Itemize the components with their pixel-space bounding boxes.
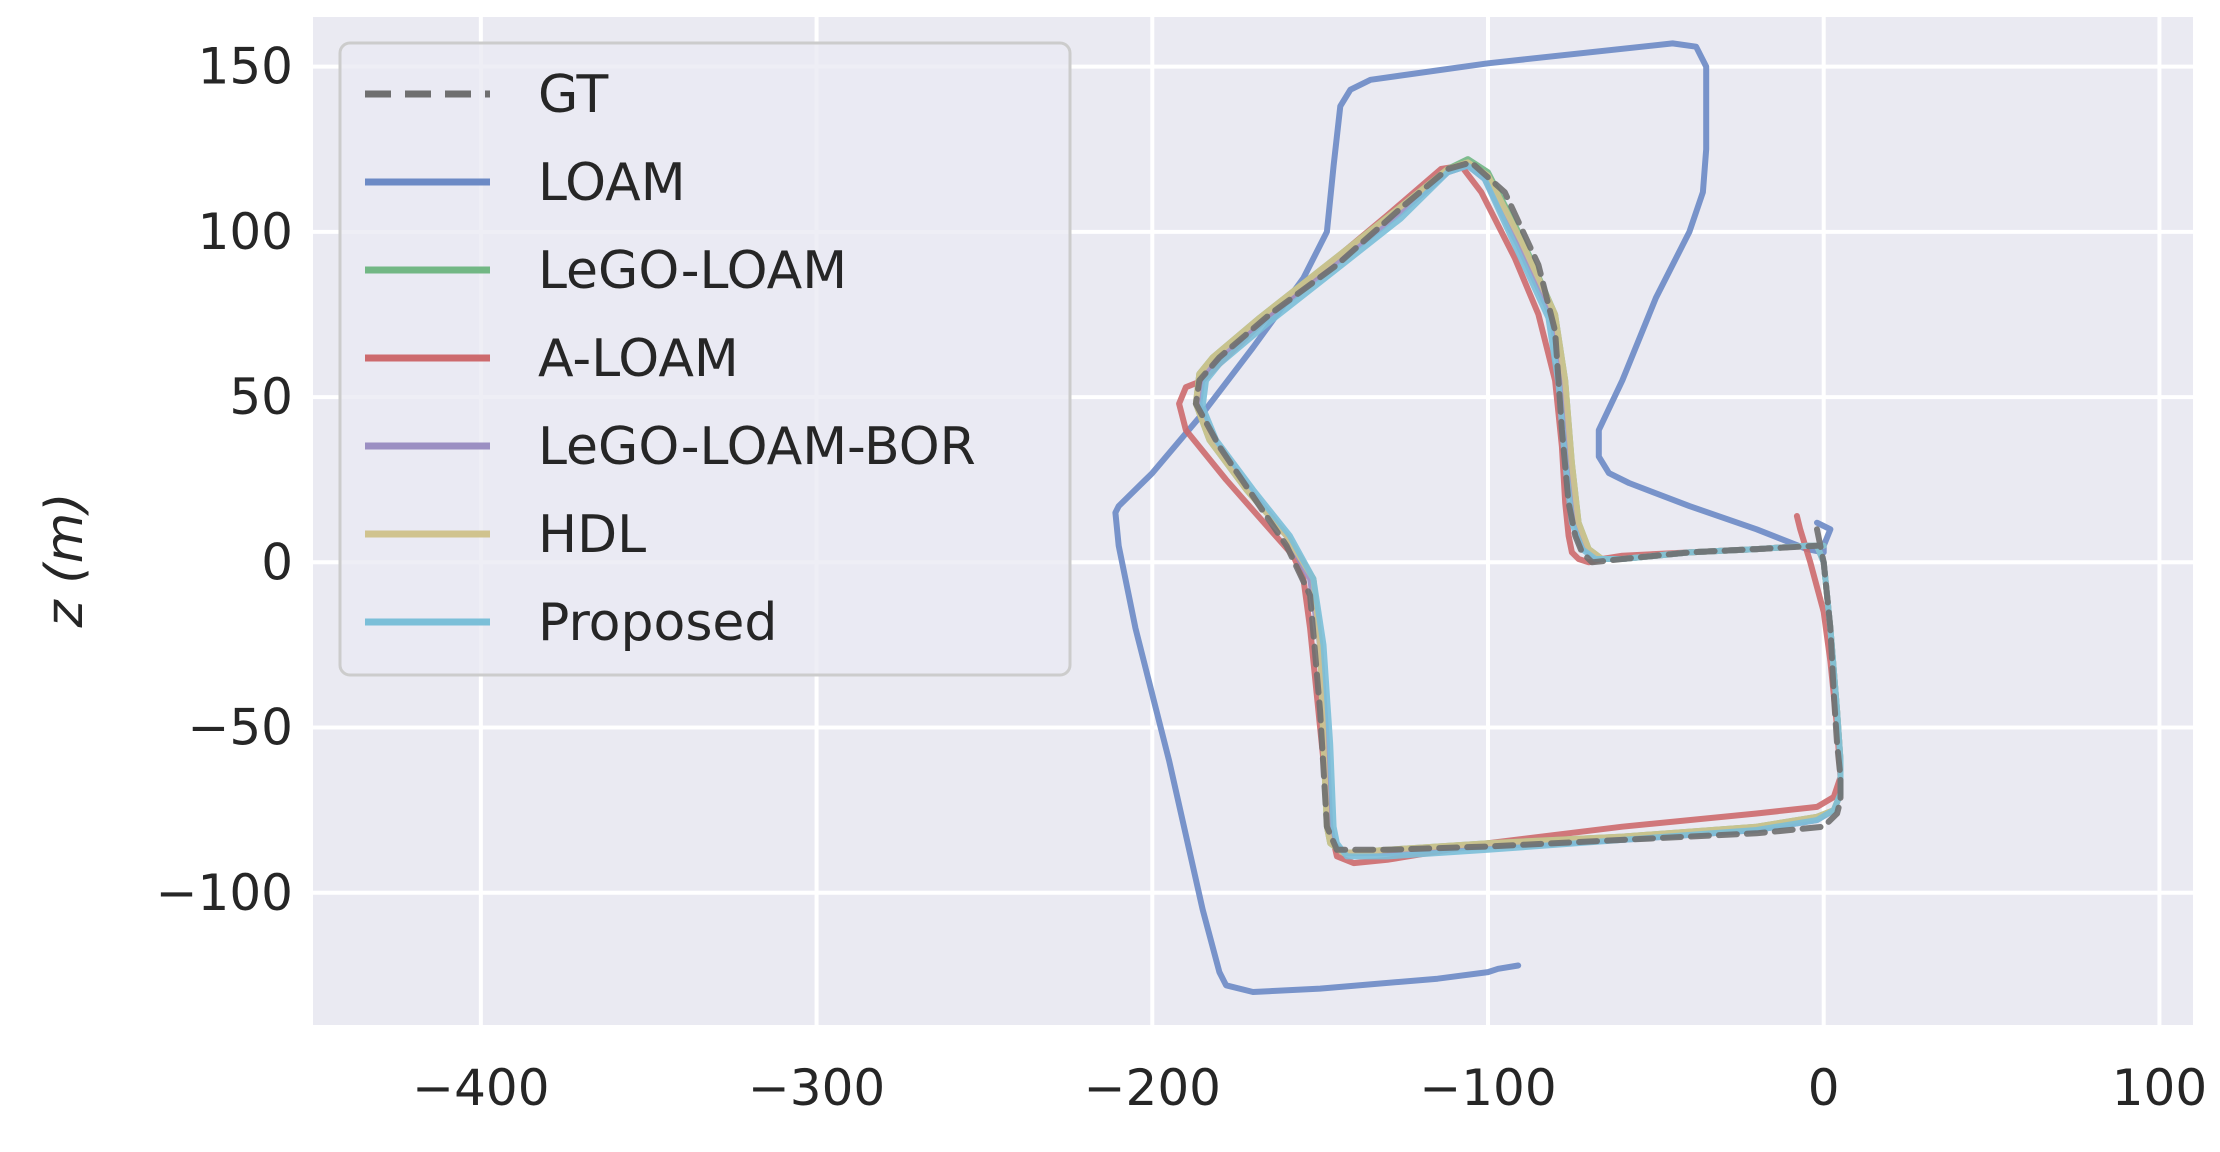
y-tick-label: 150 (198, 38, 293, 96)
series-line-loam (1112, 40, 1834, 995)
series-layer (1112, 40, 1844, 995)
legend-label-gt: GT (538, 65, 608, 125)
y-axis-label: z (m) (35, 492, 95, 628)
legend-label-lego-loam: LeGO-LOAM (538, 241, 847, 301)
legend-label-loam: LOAM (538, 153, 686, 213)
x-tick-label: 0 (1808, 1059, 1840, 1117)
y-tick-label: −50 (187, 699, 293, 757)
legend: GT LOAM LeGO-LOAM A-LOAM LeGO-LOAM-BOR HDL Pro… (338, 41, 1072, 677)
x-tick-label: −300 (748, 1059, 885, 1117)
y-tick-labels: −100 −50 0 50 100 150 (156, 38, 293, 922)
y-tick-label: 50 (229, 368, 293, 426)
series-line-a-loam (1176, 162, 1844, 867)
x-tick-label: 100 (2112, 1059, 2207, 1117)
x-tick-label: −200 (1084, 1059, 1221, 1117)
legend-label-hdl: HDL (538, 505, 646, 565)
legend-label-lego-loam-bor: LeGO-LOAM-BOR (538, 417, 976, 477)
series-line-gt (1192, 159, 1844, 853)
legend-label-a-loam: A-LOAM (538, 329, 739, 389)
legend-box (338, 41, 1072, 677)
x-tick-labels: −400 −300 −200 −100 0 100 (412, 1059, 2207, 1117)
x-tick-label: −400 (412, 1059, 549, 1117)
y-tick-label: 0 (261, 533, 293, 591)
legend-label-proposed: Proposed (538, 593, 777, 653)
x-tick-label: −100 (1419, 1059, 1556, 1117)
y-tick-label: −100 (156, 864, 293, 922)
y-tick-label: 100 (198, 203, 293, 261)
